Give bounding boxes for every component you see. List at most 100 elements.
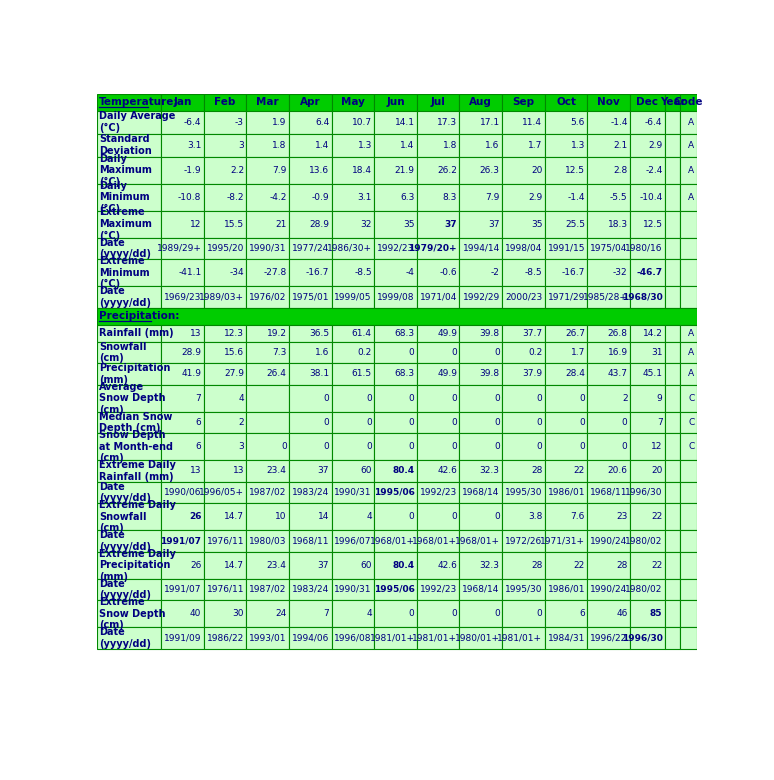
Text: 7: 7 — [657, 418, 663, 427]
Bar — [246, 133, 289, 157]
Bar — [374, 482, 417, 503]
Text: Date
(yyyy/dd): Date (yyyy/dd) — [99, 482, 151, 503]
Text: -0.6: -0.6 — [440, 268, 457, 277]
Bar — [665, 133, 680, 157]
Text: 0.2: 0.2 — [358, 348, 372, 356]
Text: 0: 0 — [409, 512, 415, 521]
Bar — [246, 433, 289, 460]
Text: Apr: Apr — [300, 97, 320, 107]
Bar — [331, 111, 374, 133]
Bar — [665, 503, 680, 530]
Text: 1990/06: 1990/06 — [164, 488, 201, 497]
Text: 10.7: 10.7 — [351, 118, 372, 126]
Bar — [246, 460, 289, 482]
Text: 1996/30: 1996/30 — [622, 633, 663, 643]
Bar — [331, 259, 374, 286]
Text: 17.1: 17.1 — [480, 118, 500, 126]
Bar — [289, 259, 331, 286]
Text: 1968/01+: 1968/01+ — [455, 537, 500, 545]
Text: 1993/01: 1993/01 — [249, 633, 286, 643]
Bar — [545, 503, 587, 530]
Text: 0: 0 — [536, 418, 543, 427]
Text: 39.8: 39.8 — [480, 370, 500, 378]
Text: 7.9: 7.9 — [272, 165, 286, 175]
Text: 1971/31+: 1971/31+ — [540, 537, 585, 545]
Bar — [161, 460, 204, 482]
Text: 1.6: 1.6 — [485, 140, 500, 150]
Text: 0: 0 — [494, 418, 500, 427]
Text: 1971/29: 1971/29 — [548, 292, 585, 301]
Text: Extreme
Minimum
(°C): Extreme Minimum (°C) — [99, 256, 149, 289]
Text: 0: 0 — [409, 609, 415, 619]
Text: 0: 0 — [622, 442, 628, 451]
Text: 0: 0 — [451, 348, 457, 356]
Bar — [502, 627, 545, 649]
Bar — [246, 211, 289, 238]
Bar — [204, 433, 246, 460]
Text: 42.6: 42.6 — [437, 466, 457, 475]
Text: 1981/01+: 1981/01+ — [498, 633, 543, 643]
Bar — [204, 385, 246, 412]
Text: 1.7: 1.7 — [528, 140, 543, 150]
Text: 1981/01+: 1981/01+ — [412, 633, 457, 643]
Bar — [246, 363, 289, 385]
Text: Daily
Maximum
(°C): Daily Maximum (°C) — [99, 154, 152, 187]
Text: 1.9: 1.9 — [272, 118, 286, 126]
Bar — [680, 157, 697, 184]
Bar — [289, 482, 331, 503]
Text: 36.5: 36.5 — [309, 328, 329, 338]
Text: 1989/29+: 1989/29+ — [156, 244, 201, 253]
Text: 26: 26 — [190, 561, 201, 569]
Text: -1.4: -1.4 — [610, 118, 628, 126]
Bar — [680, 579, 697, 601]
Bar — [460, 94, 502, 111]
Bar — [680, 503, 697, 530]
Text: 1968/11: 1968/11 — [292, 537, 329, 545]
Text: Jan: Jan — [173, 97, 192, 107]
Text: -0.9: -0.9 — [312, 193, 329, 202]
Bar — [331, 482, 374, 503]
Bar — [417, 286, 460, 307]
Text: 1968/01+: 1968/01+ — [412, 537, 457, 545]
Text: 60: 60 — [361, 466, 372, 475]
Bar — [204, 238, 246, 259]
Bar — [502, 433, 545, 460]
Text: 0: 0 — [494, 442, 500, 451]
Bar — [630, 183, 665, 211]
Bar — [204, 579, 246, 601]
Bar — [545, 157, 587, 184]
Text: 1968/01+: 1968/01+ — [369, 537, 415, 545]
Text: 14: 14 — [318, 512, 329, 521]
Text: 2: 2 — [238, 418, 244, 427]
Text: Aug: Aug — [469, 97, 492, 107]
Text: 4: 4 — [238, 394, 244, 402]
Bar — [502, 286, 545, 307]
Bar — [417, 503, 460, 530]
Bar — [545, 183, 587, 211]
Text: 1983/24: 1983/24 — [292, 488, 329, 497]
Bar — [680, 627, 697, 649]
Bar — [97, 530, 161, 551]
Text: 0: 0 — [536, 609, 543, 619]
Text: 37: 37 — [318, 561, 329, 569]
Text: 35: 35 — [403, 220, 415, 229]
Bar — [204, 363, 246, 385]
Bar — [680, 238, 697, 259]
Text: Nov: Nov — [598, 97, 620, 107]
Bar — [502, 385, 545, 412]
Text: 22: 22 — [651, 561, 663, 569]
Text: Extreme
Snow Depth
(cm): Extreme Snow Depth (cm) — [99, 597, 166, 630]
Bar — [630, 503, 665, 530]
Text: 2.8: 2.8 — [613, 165, 628, 175]
Bar — [680, 111, 697, 133]
Bar — [460, 482, 502, 503]
Text: C: C — [688, 394, 694, 402]
Text: -5.5: -5.5 — [610, 193, 628, 202]
Bar — [289, 183, 331, 211]
Bar — [161, 482, 204, 503]
Bar — [665, 460, 680, 482]
Bar — [97, 133, 161, 157]
Text: 14.7: 14.7 — [224, 561, 244, 569]
Text: May: May — [341, 97, 365, 107]
Text: 26.3: 26.3 — [480, 165, 500, 175]
